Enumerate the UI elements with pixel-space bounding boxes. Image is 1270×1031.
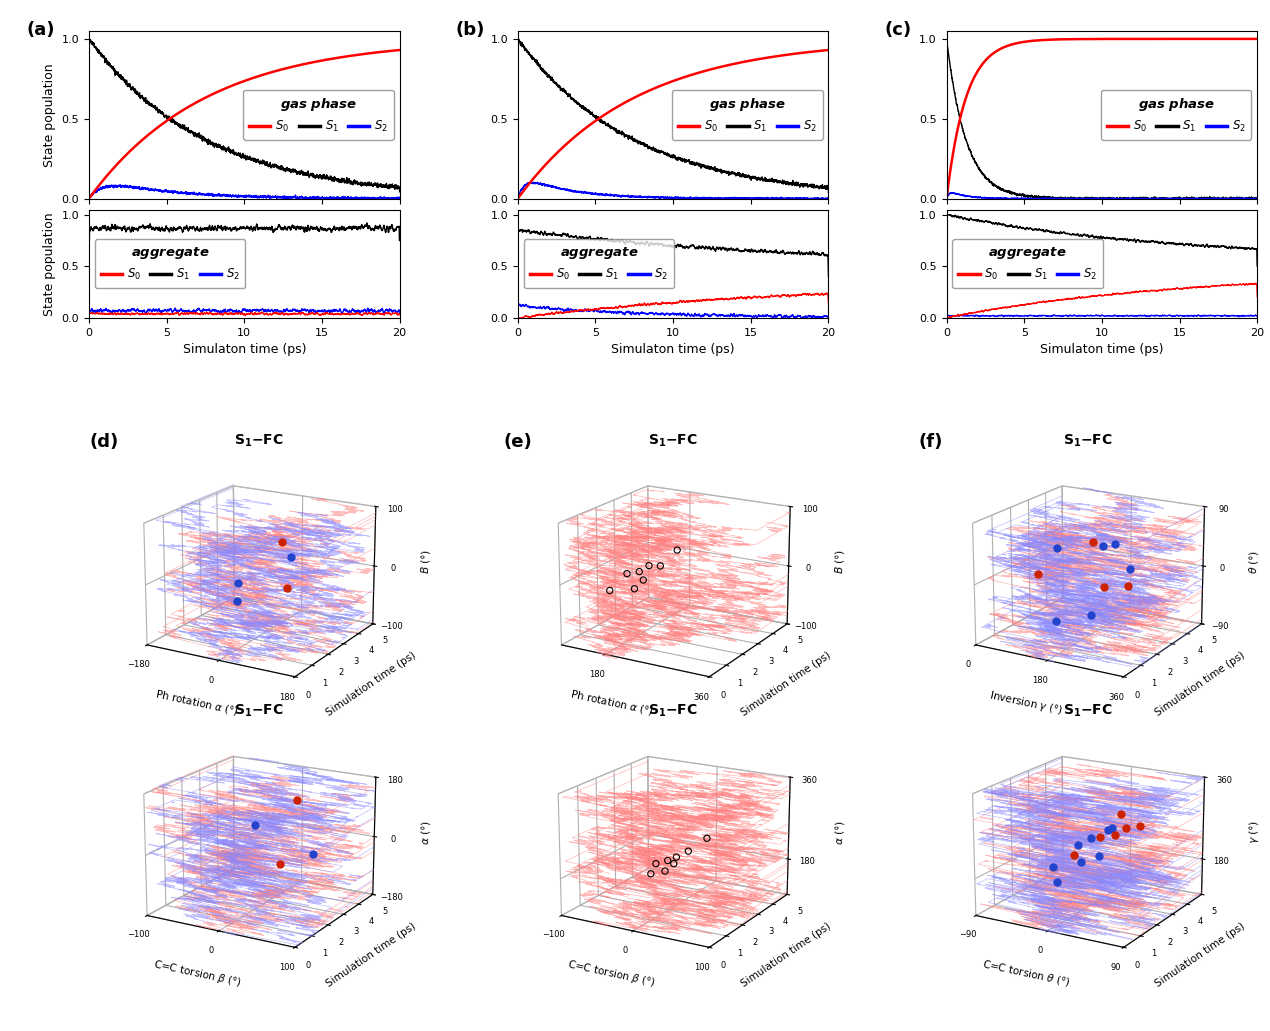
Text: (b): (b) (456, 21, 485, 39)
Legend: $S_0$, $S_1$, $S_2$: $S_0$, $S_1$, $S_2$ (244, 90, 394, 139)
Legend: $S_0$, $S_1$, $S_2$: $S_0$, $S_1$, $S_2$ (523, 239, 674, 288)
Title: $\mathbf{S_1}$$\mathbf{-FC}$: $\mathbf{S_1}$$\mathbf{-FC}$ (234, 432, 283, 448)
Legend: $S_0$, $S_1$, $S_2$: $S_0$, $S_1$, $S_2$ (672, 90, 823, 139)
Title: $\mathbf{S_1}$$\mathbf{-FC}$: $\mathbf{S_1}$$\mathbf{-FC}$ (1063, 432, 1113, 448)
X-axis label: Simulaton time (ps): Simulaton time (ps) (611, 343, 735, 356)
X-axis label: C=C torsion $\beta$ (°): C=C torsion $\beta$ (°) (152, 957, 243, 990)
Y-axis label: Simulation time (ps): Simulation time (ps) (739, 921, 832, 989)
X-axis label: Ph rotation $\alpha$ (°): Ph rotation $\alpha$ (°) (569, 688, 654, 718)
Legend: $S_0$, $S_1$, $S_2$: $S_0$, $S_1$, $S_2$ (952, 239, 1102, 288)
X-axis label: Ph rotation $\alpha$ (°): Ph rotation $\alpha$ (°) (155, 688, 240, 718)
Text: (e): (e) (504, 433, 532, 451)
Y-axis label: Simulation time (ps): Simulation time (ps) (1153, 651, 1247, 719)
X-axis label: Inversion $\gamma$ (°): Inversion $\gamma$ (°) (988, 688, 1064, 718)
Y-axis label: Simulation time (ps): Simulation time (ps) (1153, 921, 1247, 989)
Title: $\mathbf{S_1}$$\mathbf{-FC}$: $\mathbf{S_1}$$\mathbf{-FC}$ (648, 432, 699, 448)
Y-axis label: State population: State population (43, 212, 56, 315)
X-axis label: C=C torsion $\beta$ (°): C=C torsion $\beta$ (°) (566, 957, 657, 990)
Title: $\mathbf{S_1}$$\mathbf{-FC}$: $\mathbf{S_1}$$\mathbf{-FC}$ (1063, 703, 1113, 720)
Text: (d): (d) (90, 433, 119, 451)
Title: $\mathbf{S_1}$$\mathbf{-FC}$: $\mathbf{S_1}$$\mathbf{-FC}$ (234, 703, 283, 720)
Y-axis label: State population: State population (43, 63, 56, 167)
Y-axis label: Simulation time (ps): Simulation time (ps) (739, 651, 832, 719)
Legend: $S_0$, $S_1$, $S_2$: $S_0$, $S_1$, $S_2$ (95, 239, 245, 288)
Legend: $S_0$, $S_1$, $S_2$: $S_0$, $S_1$, $S_2$ (1101, 90, 1251, 139)
Title: $\mathbf{S_1}$$\mathbf{-FC}$: $\mathbf{S_1}$$\mathbf{-FC}$ (648, 703, 699, 720)
Text: (a): (a) (27, 21, 56, 39)
X-axis label: Simulaton time (ps): Simulaton time (ps) (1040, 343, 1163, 356)
Text: (c): (c) (884, 21, 912, 39)
Y-axis label: Simulation time (ps): Simulation time (ps) (325, 651, 418, 719)
Text: (f): (f) (918, 433, 942, 451)
Y-axis label: Simulation time (ps): Simulation time (ps) (325, 921, 418, 989)
X-axis label: C=C torsion $\theta$ (°): C=C torsion $\theta$ (°) (980, 958, 1071, 989)
X-axis label: Simulaton time (ps): Simulaton time (ps) (183, 343, 306, 356)
